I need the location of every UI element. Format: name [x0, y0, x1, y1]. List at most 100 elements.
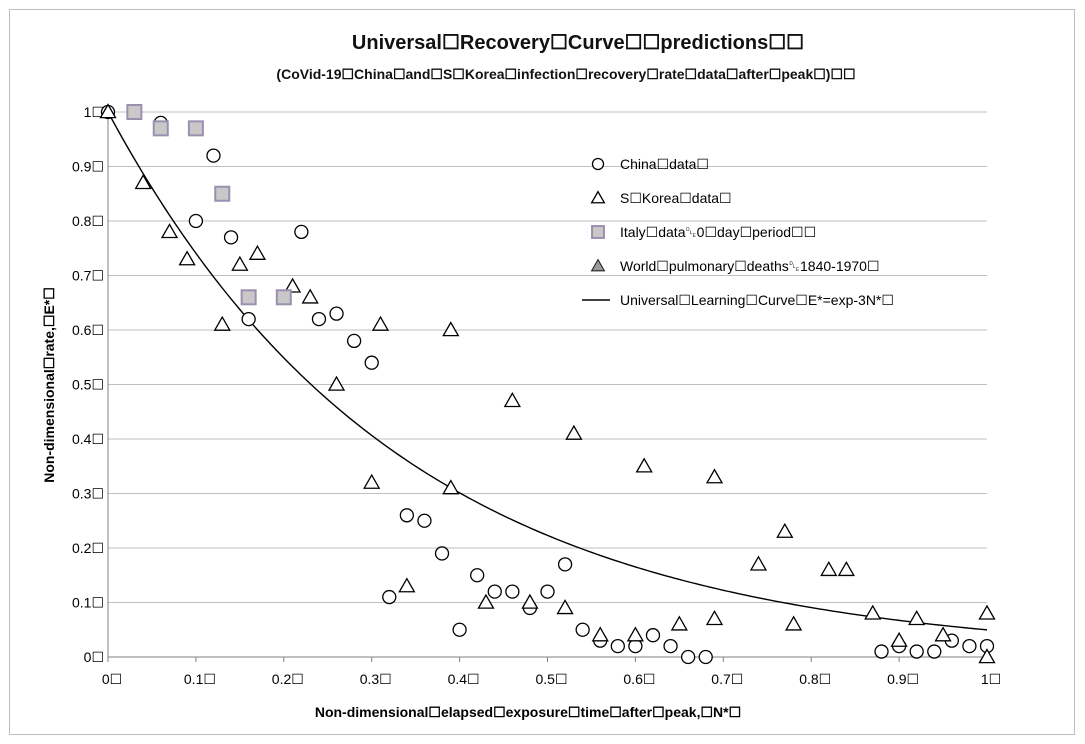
chart-frame [9, 9, 1075, 735]
chart-title: Universal☐Recovery☐Curve☐☐predictions☐☐ [352, 32, 804, 54]
data-point-s0-19 [540, 584, 555, 599]
data-point-s2-5 [275, 289, 292, 306]
data-point-s1-19 [565, 424, 583, 440]
data-point-s1-8 [301, 288, 319, 304]
x-tick-label: 0.4☐ [448, 671, 480, 687]
data-point-s0-30 [874, 644, 889, 659]
data-point-s1-35 [978, 604, 996, 620]
y-tick-label: 1☐ [84, 104, 104, 120]
data-point-s1-23 [670, 615, 688, 631]
data-point-s0-2 [206, 148, 221, 163]
data-point-s1-34 [934, 626, 952, 642]
data-point-s0-7 [311, 311, 327, 327]
data-point-s1-12 [398, 577, 416, 593]
data-point-s1-9 [327, 375, 346, 391]
data-point-s1-31 [864, 604, 882, 620]
gridlines [108, 111, 987, 603]
data-point-s0-6 [241, 311, 256, 327]
data-point-s1-16 [503, 392, 521, 408]
data-point-s1-29 [820, 560, 838, 577]
y-tick-label: 0☐ [84, 649, 104, 665]
data-point-s1-13 [442, 321, 460, 337]
data-point-s0-22 [575, 622, 590, 637]
data-point-s0-11 [399, 508, 415, 523]
y-tick-label: 0.9☐ [72, 159, 104, 175]
data-point-s2-3 [214, 185, 231, 202]
x-tick-label: 0.5☐ [535, 671, 567, 687]
data-point-s1-21 [626, 626, 645, 642]
y-tick-label: 0.3☐ [72, 486, 104, 502]
data-point-s1-7 [283, 277, 302, 293]
data-point-s1-28 [784, 615, 803, 631]
data-point-s0-17 [505, 584, 520, 599]
y-tick-label: 0.8☐ [72, 213, 104, 229]
data-point-s0-27 [663, 638, 678, 654]
data-point-s1-1 [134, 174, 152, 190]
data-point-s1-32 [890, 631, 908, 647]
data-point-s1-3 [178, 250, 196, 266]
data-point-s0-12 [417, 513, 432, 528]
data-point-s0-21 [452, 622, 467, 637]
data-point-s0-20 [557, 557, 573, 572]
data-point-s1-36 [978, 648, 996, 664]
x-tick-label: 0.3☐ [360, 671, 392, 687]
data-point-s0-9 [346, 333, 362, 349]
x-tick-label: 1☐ [981, 671, 1001, 687]
y-tick-label: 0.1☐ [72, 595, 104, 611]
x-axis-label: Non-dimensional☐elapsed☐exposure☐time☐af… [315, 704, 741, 720]
data-point-s0-28 [680, 649, 696, 665]
legend-label: S☐Korea☐data☐ [620, 190, 732, 206]
axes: 0☐ 0.1☐ 0.2☐ 0.3☐ 0.4☐ 0.5☐ 0.6☐ 0.7☐ 0.8☐ 0.9☐ 1☐… [72, 104, 1001, 687]
x-tick-label: 0.7☐ [711, 671, 743, 687]
data-point-s0-13 [434, 546, 450, 561]
data-point-s0-15 [470, 568, 485, 583]
chart-subtitle: (CoVid-19☐China☐and☐S☐Korea☐infection☐re… [276, 66, 855, 82]
legend-swatch-2 [591, 225, 605, 239]
y-axis-label: Non-dimensional☐rate,☐E*☐ [41, 287, 57, 483]
curve-layer [107, 111, 988, 631]
legend-label: Universal☐Learning☐Curve☐E*=exp-3N*☐ [620, 292, 894, 308]
data-point-s1-14 [442, 479, 460, 495]
x-tick-label: 0.8☐ [799, 671, 831, 687]
data-point-s1-22 [635, 457, 653, 473]
data-point-s1-26 [749, 555, 768, 571]
x-tick-label: 0.2☐ [272, 671, 304, 687]
y-tick-label: 0.4☐ [72, 431, 104, 447]
data-point-s0-26 [645, 628, 661, 643]
legend-label: Italy☐data␐0☐day☐period☐☐ [620, 224, 816, 240]
data-point-s2-1 [152, 120, 169, 137]
data-point-s1-24 [705, 468, 724, 484]
data-point-s0-10 [364, 355, 379, 370]
series-line-universal-curve [107, 111, 988, 631]
x-tick-label: 0.6☐ [623, 671, 655, 687]
x-tick-label: 0.9☐ [887, 671, 919, 687]
data-point-s0-3 [188, 213, 204, 229]
y-tick-label: 0.7☐ [72, 268, 104, 284]
points-layer [99, 103, 996, 665]
y-tick-label: 0.2☐ [72, 540, 104, 556]
legend-label: World☐pulmonary☐deaths␐1840-1970☐ [620, 258, 880, 274]
data-point-s1-0 [99, 103, 117, 119]
data-point-s0-16 [487, 584, 502, 599]
data-point-s1-15 [477, 593, 495, 609]
x-tick-label: 0☐ [102, 671, 122, 687]
data-point-s1-2 [160, 223, 179, 239]
data-point-s1-33 [908, 610, 926, 626]
data-point-s1-4 [213, 315, 231, 331]
data-point-s0-25 [628, 638, 643, 654]
legend-label: China☐data☐ [620, 156, 709, 172]
data-point-s1-25 [705, 610, 724, 626]
data-point-s1-10 [363, 473, 381, 489]
data-point-s1-30 [837, 560, 855, 577]
data-point-s1-18 [556, 599, 574, 615]
legend-swatch-0 [591, 157, 605, 171]
data-point-s1-6 [248, 244, 267, 260]
y-tick-label: 0.6☐ [72, 322, 104, 338]
data-point-s1-20 [591, 626, 609, 642]
data-point-s0-14 [382, 589, 397, 605]
data-point-s0-4 [223, 230, 239, 245]
data-point-s2-2 [187, 120, 204, 137]
x-tick-label: 0.1☐ [184, 671, 216, 687]
data-point-s0-32 [909, 644, 924, 659]
